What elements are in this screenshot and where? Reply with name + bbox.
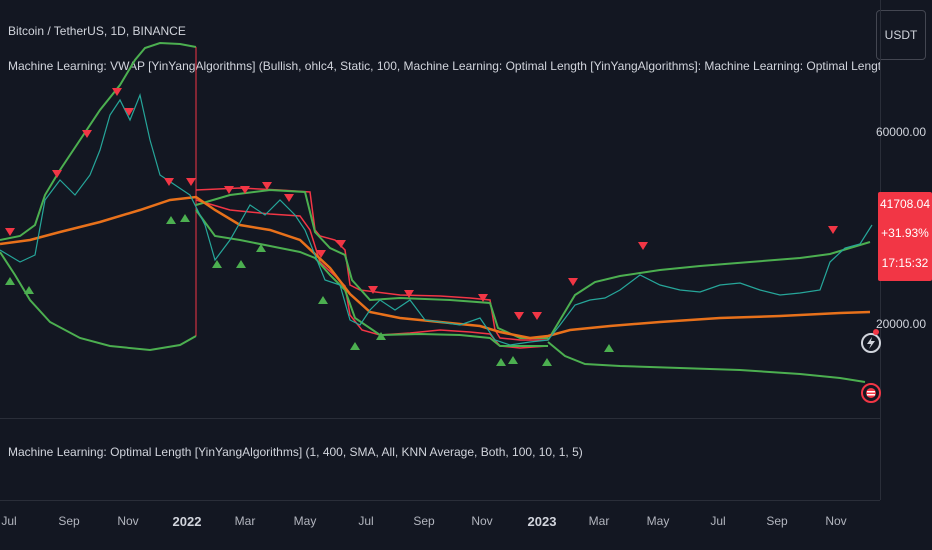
alert-dot-icon <box>873 329 879 335</box>
symbol-title[interactable]: Bitcoin / TetherUS, 1D, BINANCE <box>8 24 186 38</box>
time-label: Jul <box>358 514 374 528</box>
price-tick: 20000.00 <box>875 317 926 331</box>
change-percent: +31.93% <box>881 226 929 240</box>
last-price: 41708.04 <box>879 197 931 211</box>
red-band-lower <box>195 199 549 349</box>
pane-divider[interactable] <box>0 418 880 419</box>
last-price-label: 41708.04 +31.93% 17:15:32 <box>878 192 932 281</box>
bar-countdown: 17:15:32 <box>881 256 929 270</box>
vwap-line <box>0 195 871 340</box>
time-label: Jul <box>710 514 726 528</box>
buy-signals <box>5 214 614 366</box>
time-label: Nov <box>825 514 847 528</box>
green-band-lower <box>195 209 548 347</box>
currency-button[interactable]: USDT <box>876 10 926 60</box>
time-label: 2022 <box>172 514 202 529</box>
time-label: May <box>646 514 670 528</box>
time-label: Mar <box>234 514 256 528</box>
time-axis-divider <box>0 500 880 501</box>
sell-signals <box>5 88 838 320</box>
lightning-icon[interactable] <box>861 333 881 353</box>
upper-band-1 <box>0 41 197 241</box>
green-band-2023-lower <box>547 341 866 383</box>
time-label: Sep <box>413 514 435 528</box>
green-band-upper <box>195 188 548 339</box>
price-line <box>0 92 873 346</box>
price-chart[interactable] <box>0 0 880 418</box>
time-label: Mar <box>588 514 610 528</box>
time-label: May <box>293 514 317 528</box>
green-band-2023-upper <box>547 241 871 341</box>
indicator-legend-vwap[interactable]: Machine Learning: VWAP [YinYangAlgorithm… <box>8 59 880 73</box>
lower-band-1 <box>0 251 197 352</box>
time-label: Jul <box>1 514 17 528</box>
time-label: Nov <box>117 514 139 528</box>
time-label: Nov <box>471 514 493 528</box>
time-label: Sep <box>766 514 788 528</box>
time-label: 2023 <box>527 514 557 529</box>
indicator-legend-optimal-length[interactable]: Machine Learning: Optimal Length [YinYan… <box>8 445 583 459</box>
time-label: Sep <box>58 514 80 528</box>
flag-icon[interactable] <box>861 383 881 403</box>
price-tick: 60000.00 <box>875 125 926 139</box>
